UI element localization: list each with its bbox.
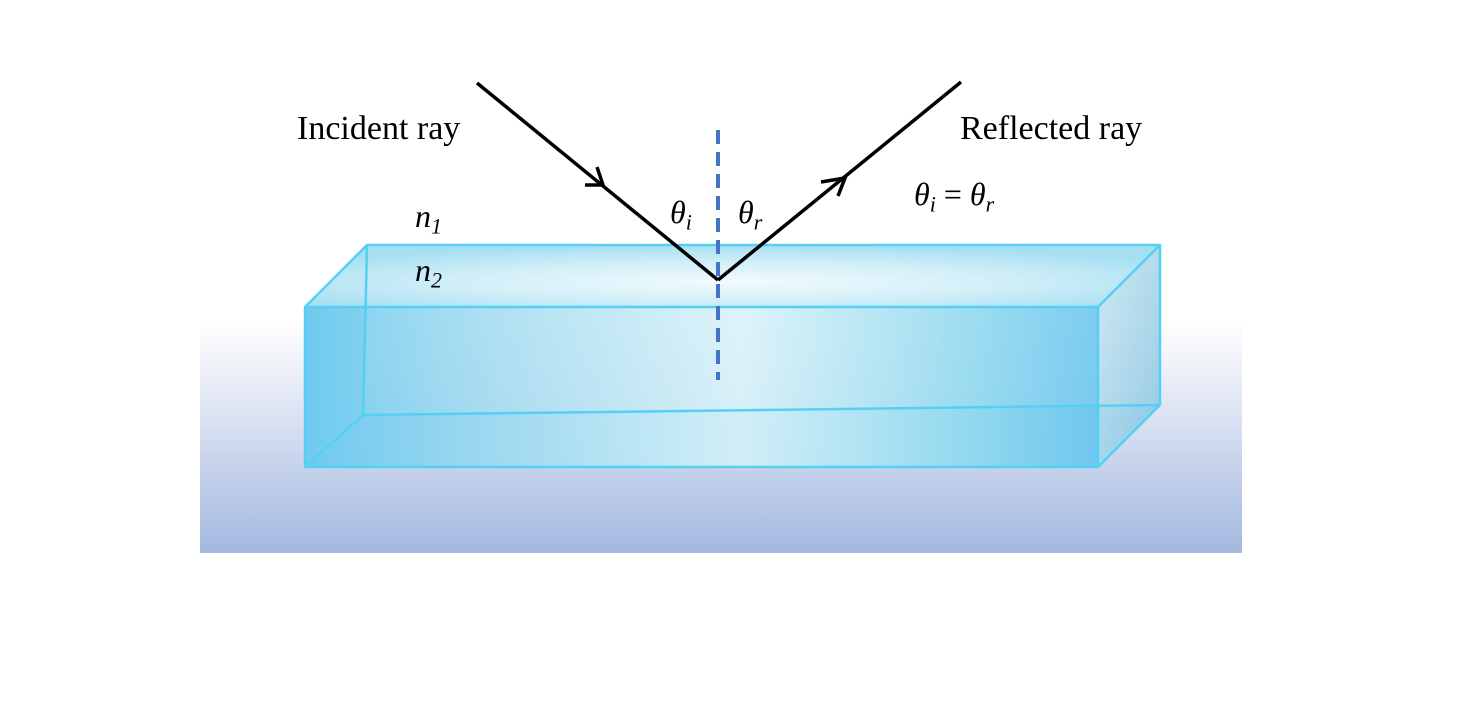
angle-reflection-symbol: θ <box>738 194 754 230</box>
reflected-ray <box>716 80 963 282</box>
slab-right-face <box>1098 245 1160 467</box>
equation-right-symbol: θ <box>969 176 986 212</box>
glass-slab <box>303 243 1162 469</box>
angle-incidence-symbol: θ <box>670 194 686 230</box>
angle-incidence-subscript: i <box>685 209 692 235</box>
incident-ray <box>475 81 720 282</box>
equation-right-subscript: r <box>985 191 995 217</box>
angle-reflection-subscript: r <box>753 209 763 235</box>
equation-operator: = <box>943 176 962 212</box>
equation-left-subscript: i <box>929 191 936 217</box>
slab-top-face <box>305 245 1160 307</box>
medium-2-label: n2 <box>415 254 442 292</box>
incident-arrowhead <box>585 166 606 187</box>
slab-front-face <box>305 307 1098 467</box>
equation-left-symbol: θ <box>914 176 930 212</box>
medium-1-subscript: 1 <box>431 213 442 239</box>
reflection-law-equation: θi = θr <box>914 178 994 216</box>
angle-incidence-label: θi <box>670 196 692 234</box>
medium-1-symbol: n <box>415 198 431 234</box>
reflected-arrowhead <box>820 175 848 197</box>
medium-2-subscript: 2 <box>431 267 442 293</box>
angle-reflection-label: θr <box>738 196 762 234</box>
reflected-ray-label: Reflected ray <box>960 110 1143 147</box>
medium-2-symbol: n <box>415 252 431 288</box>
medium-1-label: n1 <box>415 200 442 238</box>
incident-ray-label: Incident ray <box>297 110 461 147</box>
